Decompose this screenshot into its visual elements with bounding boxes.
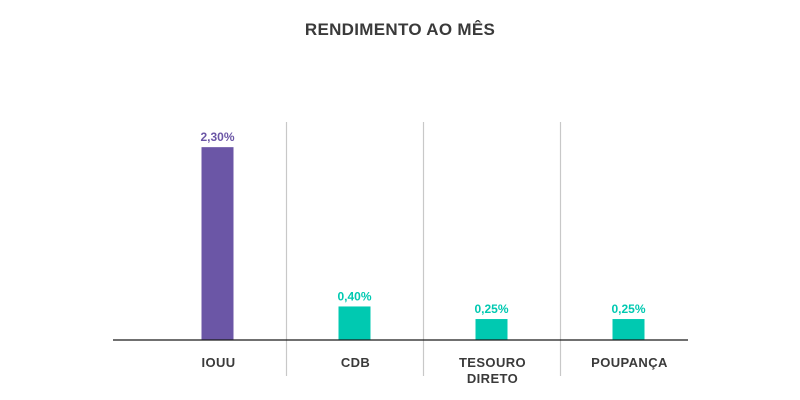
category-separators bbox=[285, 122, 562, 376]
bar bbox=[475, 319, 508, 340]
bars bbox=[201, 147, 645, 340]
value-label: 0,25% bbox=[611, 302, 645, 316]
category-label: TESOURO DIRETO bbox=[459, 355, 526, 386]
bar bbox=[201, 147, 234, 340]
bar bbox=[612, 319, 645, 340]
value-label: 2,30% bbox=[200, 130, 234, 144]
chart-title: RENDIMENTO AO MÊS bbox=[305, 20, 495, 39]
category-labels: IOUU CDB TESOURO DIRETO POUPANÇA bbox=[201, 355, 668, 386]
category-label: POUPANÇA bbox=[591, 355, 668, 370]
value-labels: 2,30% 0,40% 0,25% 0,25% bbox=[200, 130, 645, 316]
value-label: 0,40% bbox=[337, 289, 371, 303]
bar bbox=[338, 306, 371, 340]
value-label: 0,25% bbox=[474, 302, 508, 316]
category-label: CDB bbox=[341, 355, 370, 370]
category-label: IOUU bbox=[201, 355, 235, 370]
